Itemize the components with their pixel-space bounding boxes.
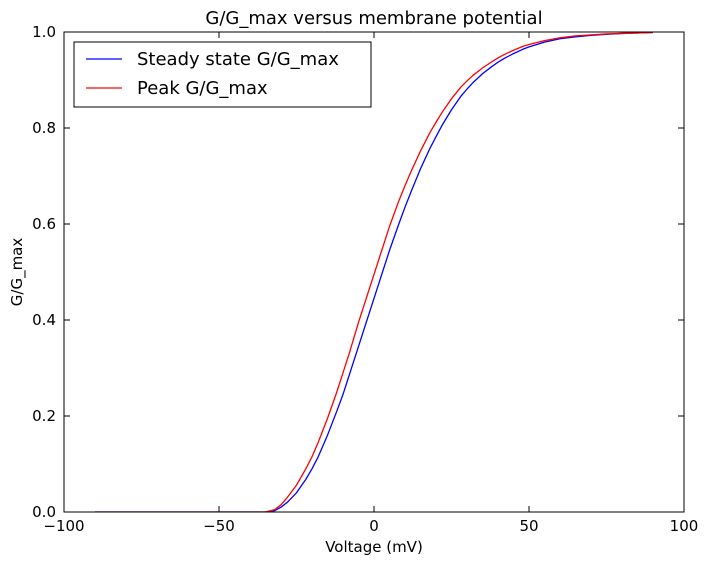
series-line-steady-state [95, 32, 654, 512]
legend-label-steady: Steady state G/G_max [137, 49, 339, 70]
y-tick-label: 0.6 [32, 215, 56, 233]
y-tick-label: 0.2 [32, 407, 56, 425]
x-tick-label: −100 [43, 517, 84, 535]
ticks-layer: −100 −50 0 50 100 0.0 0.2 0.4 0.6 0.8 1.0 [32, 23, 698, 535]
chart-title: G/G_max versus membrane potential [205, 8, 542, 29]
y-tick-label: 0.0 [32, 503, 56, 521]
y-tick-label: 0.4 [32, 311, 56, 329]
series-line-peak [95, 32, 654, 512]
legend-label-peak: Peak G/G_max [137, 78, 268, 99]
x-axis-label: Voltage (mV) [325, 538, 423, 556]
x-tick-label: 0 [369, 517, 379, 535]
y-axis-label: G/G_max [8, 238, 27, 307]
legend-box [73, 41, 372, 108]
legend: Steady state G/G_max Peak G/G_max [73, 41, 372, 108]
y-tick-label: 0.8 [32, 119, 56, 137]
x-tick-label: 100 [670, 517, 699, 535]
y-tick-label: 1.0 [32, 23, 56, 41]
x-tick-label: −50 [203, 517, 235, 535]
x-tick-label: 50 [519, 517, 538, 535]
series-layer [95, 32, 654, 512]
